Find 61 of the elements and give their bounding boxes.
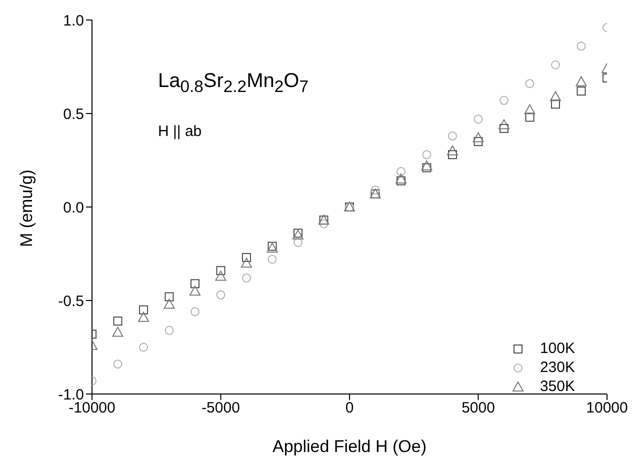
point [242,274,251,283]
point [500,124,508,133]
x-tick-label: -5000 [202,400,240,417]
point [112,326,124,337]
point [242,252,251,262]
point [576,76,587,86]
point [113,360,122,369]
x-tick-label: 5000 [462,400,495,417]
point [474,137,483,146]
y-axis-title: M (emu/g) [17,170,36,247]
annotation: La$_{0.8}$Sr$_{2.2}$Mn$_{2}$O$_{7}$ [158,70,308,97]
point [525,79,534,88]
legend-label: 230K [540,359,575,376]
point [396,166,406,176]
point [139,342,148,352]
point [422,163,432,172]
point [241,258,252,268]
point [396,173,406,184]
point [138,312,149,322]
y-tick-label: 1.0 [63,12,84,30]
point [550,91,561,102]
point [164,298,175,309]
point [576,42,586,51]
point [164,292,174,302]
point [448,150,457,160]
point [139,305,148,314]
legend-label: 100K [540,340,575,357]
point [268,254,277,264]
point [370,186,380,195]
y-tick-label: -0.5 [58,292,84,310]
point [421,160,432,170]
point [498,119,510,130]
point [215,270,226,281]
point [319,219,328,228]
point [164,326,174,335]
point [474,114,483,124]
x-tick-label: 10000 [586,400,628,417]
point [524,104,536,114]
point [216,290,226,300]
point [190,279,200,288]
x-axis-title: Applied Field H (Oe) [272,437,427,456]
point [216,266,226,276]
point [294,238,302,248]
point [500,96,508,105]
y-tick-label: 0.5 [63,106,84,123]
point [190,307,200,316]
point [422,150,432,160]
point [576,86,586,96]
point [448,131,457,140]
annotation: H || ab [158,123,202,140]
point [551,100,560,109]
point [525,112,534,122]
point [396,176,406,186]
y-tick-label: 0.0 [63,199,84,216]
point [551,60,560,70]
x-tick-label: 0 [345,400,354,417]
point [472,132,484,142]
point [113,316,122,326]
legend-label: 350K [540,378,575,395]
point [190,286,200,296]
point [447,145,458,156]
